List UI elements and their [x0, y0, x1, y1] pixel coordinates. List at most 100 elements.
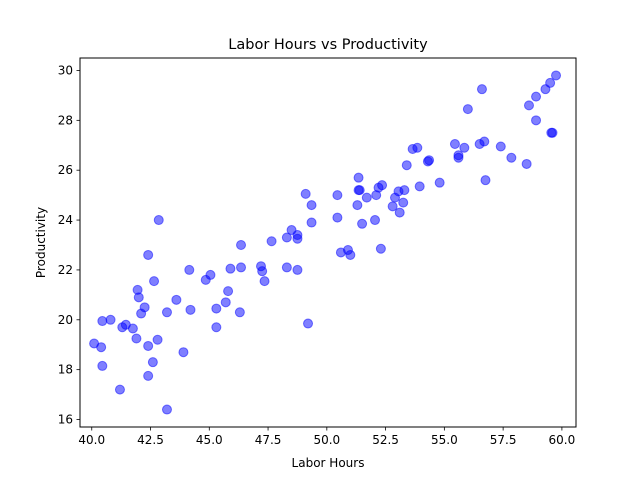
data-point — [353, 172, 364, 183]
plot-frame — [79, 57, 577, 428]
data-point — [281, 262, 292, 273]
data-point — [414, 181, 425, 192]
data-point — [375, 243, 386, 254]
data-point — [152, 334, 163, 345]
data-point — [161, 404, 172, 415]
data-point — [211, 322, 222, 333]
y-tick-label: 30 — [58, 63, 73, 77]
chart-title: Labor Hours vs Productivity — [228, 37, 428, 53]
data-point — [399, 185, 410, 196]
data-point — [531, 91, 542, 102]
y-tick-label: 20 — [58, 313, 73, 327]
data-point — [370, 215, 381, 226]
data-point — [545, 77, 556, 88]
data-point — [149, 276, 160, 287]
y-tick-label: 18 — [58, 363, 73, 377]
data-point — [139, 302, 150, 313]
y-axis-label: Productivity — [34, 207, 48, 278]
x-tick-label: 57.5 — [490, 433, 517, 447]
x-axis-ticks: 40.0 42.5 45.0 47.5 50.0 52.5 55.0 57.5 60.0 — [78, 427, 575, 447]
data-point — [184, 264, 195, 275]
data-point — [133, 292, 144, 303]
data-point — [361, 192, 372, 203]
y-tick-label: 24 — [58, 213, 73, 227]
data-point — [506, 152, 517, 163]
data-point — [495, 141, 506, 152]
y-axis-ticks: 16 18 20 22 24 26 28 30 — [58, 63, 80, 427]
data-point — [476, 84, 487, 95]
data-point — [547, 127, 558, 138]
x-tick-label: 45.0 — [196, 433, 223, 447]
data-point — [523, 100, 534, 111]
data-point — [306, 217, 317, 228]
data-point — [266, 236, 277, 247]
data-point — [96, 342, 107, 353]
data-point — [161, 307, 172, 318]
data-point — [205, 269, 216, 280]
data-point — [479, 136, 490, 147]
data-points — [89, 70, 562, 415]
data-point — [211, 303, 222, 314]
data-point — [354, 185, 365, 196]
x-tick-label: 40.0 — [78, 433, 105, 447]
data-point — [147, 357, 158, 368]
data-point — [531, 115, 542, 126]
data-point — [153, 215, 164, 226]
x-axis-label: Labor Hours — [292, 456, 365, 470]
data-point — [394, 207, 405, 218]
data-point — [131, 333, 142, 344]
data-point — [236, 239, 247, 250]
data-point — [257, 266, 268, 277]
x-tick-label: 55.0 — [431, 433, 458, 447]
x-tick-label: 52.5 — [372, 433, 399, 447]
data-point — [185, 304, 196, 315]
data-point — [480, 175, 491, 186]
data-point — [303, 318, 314, 329]
y-tick-label: 26 — [58, 163, 73, 177]
x-tick-label: 50.0 — [313, 433, 340, 447]
data-point — [234, 307, 245, 318]
data-point — [300, 188, 311, 199]
data-point — [259, 276, 270, 287]
data-point — [401, 160, 412, 171]
data-point — [220, 297, 231, 308]
data-point — [143, 340, 154, 351]
y-tick-label: 28 — [58, 113, 73, 127]
data-point — [143, 370, 154, 381]
data-point — [357, 218, 368, 229]
data-point — [332, 212, 343, 223]
data-point — [236, 262, 247, 273]
data-point — [127, 323, 138, 334]
data-point — [97, 360, 108, 371]
data-point — [424, 155, 435, 166]
data-point — [521, 158, 532, 169]
data-point — [462, 104, 473, 115]
data-point — [412, 142, 423, 153]
data-point — [352, 200, 363, 211]
data-point — [292, 264, 303, 275]
data-point — [281, 232, 292, 243]
data-point — [105, 314, 116, 325]
data-point — [225, 263, 236, 274]
data-point — [377, 180, 388, 191]
x-tick-label: 60.0 — [549, 433, 576, 447]
data-point — [171, 294, 182, 305]
data-point — [453, 152, 464, 163]
data-point — [398, 197, 409, 208]
data-point — [114, 384, 125, 395]
data-point — [223, 286, 234, 297]
data-point — [332, 190, 343, 201]
y-tick-label: 16 — [58, 413, 73, 427]
x-tick-label: 47.5 — [255, 433, 282, 447]
data-point — [551, 70, 562, 81]
data-point — [459, 142, 470, 153]
data-point — [292, 230, 303, 241]
data-point — [97, 316, 108, 327]
data-point — [345, 249, 356, 260]
data-point — [449, 139, 460, 150]
y-tick-label: 22 — [58, 263, 73, 277]
data-point — [143, 249, 154, 260]
data-point — [306, 200, 317, 211]
